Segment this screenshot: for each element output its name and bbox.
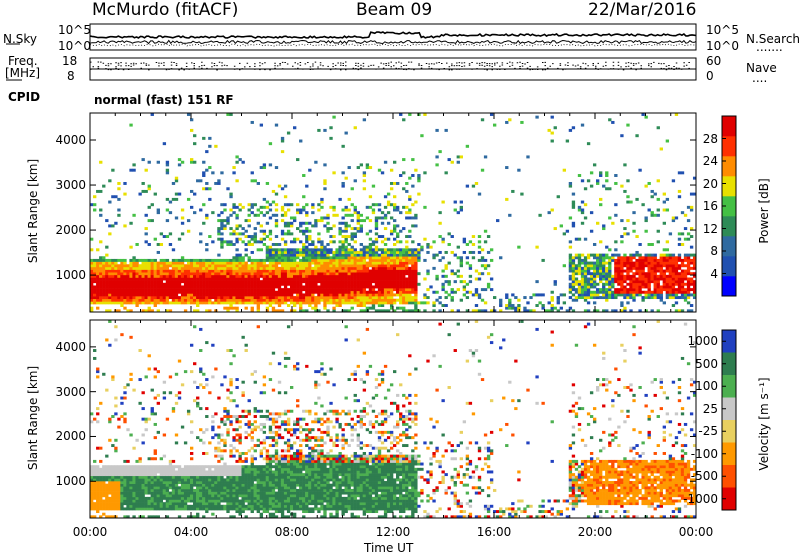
velocity-cb-tick-label-0: 1000	[687, 334, 718, 349]
velocity-colorbar-seg-4	[722, 420, 736, 443]
x-tick-label-3: 12:00	[375, 525, 411, 539]
power-cb-tick-label-4: 4	[710, 266, 718, 281]
vel-ytick-label-4000: 4000	[55, 339, 86, 354]
power-y-axis-label: Slant Range [km]	[26, 158, 40, 264]
power-colorbar-seg-3	[722, 216, 736, 237]
station-title: McMurdo (fitACF)	[92, 0, 239, 20]
freq-tick-bottom: 8	[67, 69, 75, 83]
velocity-colorbar-frame	[721, 329, 737, 511]
power-ytick-label-3000: 3000	[55, 178, 86, 193]
freq-trace-2	[90, 67, 695, 71]
freq-trace-0	[90, 61, 690, 65]
x-tick-label-6: 00:00	[678, 525, 714, 539]
cpid-value: normal (fast) 151 RF	[94, 93, 234, 107]
date-title: 22/Mar/2016	[588, 0, 697, 20]
nave-dots: ....	[752, 71, 768, 85]
power-ytick-label-4000: 4000	[55, 133, 86, 147]
x-axis-title: Time UT	[364, 541, 414, 554]
power-colorbar-seg-1	[722, 256, 736, 277]
x-tick-label-2: 08:00	[274, 525, 310, 539]
power-cb-tick-label-16: 16	[702, 199, 718, 213]
velocity-colorbar-seg-6	[722, 465, 736, 488]
velocity-cb-tick-label-5: -100	[690, 446, 718, 461]
velocity-cb-tick-label-6: -500	[690, 469, 718, 484]
beam-title: Beam 09	[356, 0, 433, 20]
power-cb-tick-label-12: 12	[702, 221, 718, 236]
vel-ytick-label-1000: 1000	[55, 474, 86, 489]
power-colorbar-seg-7	[722, 136, 736, 157]
x-tick-label-1: 04:00	[173, 525, 209, 539]
power-colorbar-seg-4	[722, 196, 736, 217]
velocity-colorbar-label: Velocity [m s⁻¹]	[757, 377, 771, 471]
nave-tick-bottom: 0	[706, 69, 714, 83]
power-cb-tick-label-20: 20	[702, 176, 718, 191]
velocity-cb-tick-label-4: -25	[698, 424, 718, 439]
x-tick-label-5: 20:00	[577, 525, 613, 539]
noise-sky-line	[89, 31, 697, 39]
noise-tick-bottom-right: 10^0	[706, 39, 739, 53]
nave-tick-top: 60	[706, 54, 722, 68]
power-ytick-label-1000: 1000	[55, 268, 86, 283]
noise-tick-bottom-left: 10^0	[58, 39, 91, 53]
x-tick-label-4: 16:00	[476, 525, 512, 539]
velocity-cb-tick-label-7: -1000	[683, 491, 718, 506]
noise-tick-top-left: 10^5	[58, 23, 91, 37]
noise-search-dotted	[89, 43, 697, 47]
noise-tick-top-right: 10^5	[706, 23, 739, 37]
power-heatmap-cells	[90, 113, 697, 313]
noise-search-dots: .......	[756, 40, 783, 54]
velocity-cb-tick-label-2: 100	[695, 379, 718, 394]
freq-tick-top: 18	[62, 54, 78, 68]
freq-unit-label: [MHz]	[5, 66, 41, 80]
noise-search-line	[89, 39, 697, 45]
velocity-colorbar-seg-1	[722, 352, 736, 376]
freq-label: Freq.	[8, 54, 38, 68]
velocity-cb-tick-label-1: 500	[695, 356, 718, 371]
vel-ytick-label-2000: 2000	[55, 429, 86, 444]
noise-search-label: N.Search	[746, 32, 800, 46]
velocity-cb-tick-label-3: 25	[702, 401, 718, 416]
vel-ytick-label-3000: 3000	[55, 384, 86, 399]
velocity-colorbar-seg-7	[722, 487, 736, 511]
velocity-colorbar-seg-5	[722, 442, 736, 466]
power-cb-tick-label-8: 8	[710, 244, 718, 258]
power-colorbar-seg-6	[722, 156, 736, 177]
x-tick-label-0: 00:00	[72, 525, 108, 539]
power-cb-tick-label-28: 28	[702, 131, 718, 146]
freq-trace-1	[92, 64, 688, 68]
velocity-y-axis-label: Slant Range [km]	[26, 365, 40, 471]
nave-label: Nave	[746, 61, 777, 75]
power-colorbar-seg-8	[722, 116, 736, 137]
noise-panel-frame	[89, 23, 697, 51]
velocity-colorbar-seg-3	[722, 397, 736, 421]
power-ytick-label-2000: 2000	[55, 223, 86, 238]
power-colorbar-seg-0	[722, 276, 736, 297]
vel-heatmap-cells	[90, 320, 697, 519]
power-cb-tick-label-24: 24	[702, 154, 718, 168]
power-colorbar-label: Power [dB]	[757, 178, 771, 244]
cpid-label: CPID	[8, 90, 41, 104]
velocity-colorbar-seg-0	[722, 330, 736, 353]
power-colorbar-seg-2	[722, 236, 736, 257]
power-colorbar-seg-5	[722, 176, 736, 197]
velocity-colorbar-seg-2	[722, 375, 736, 398]
noise-sky-label: N.Sky	[3, 32, 38, 46]
